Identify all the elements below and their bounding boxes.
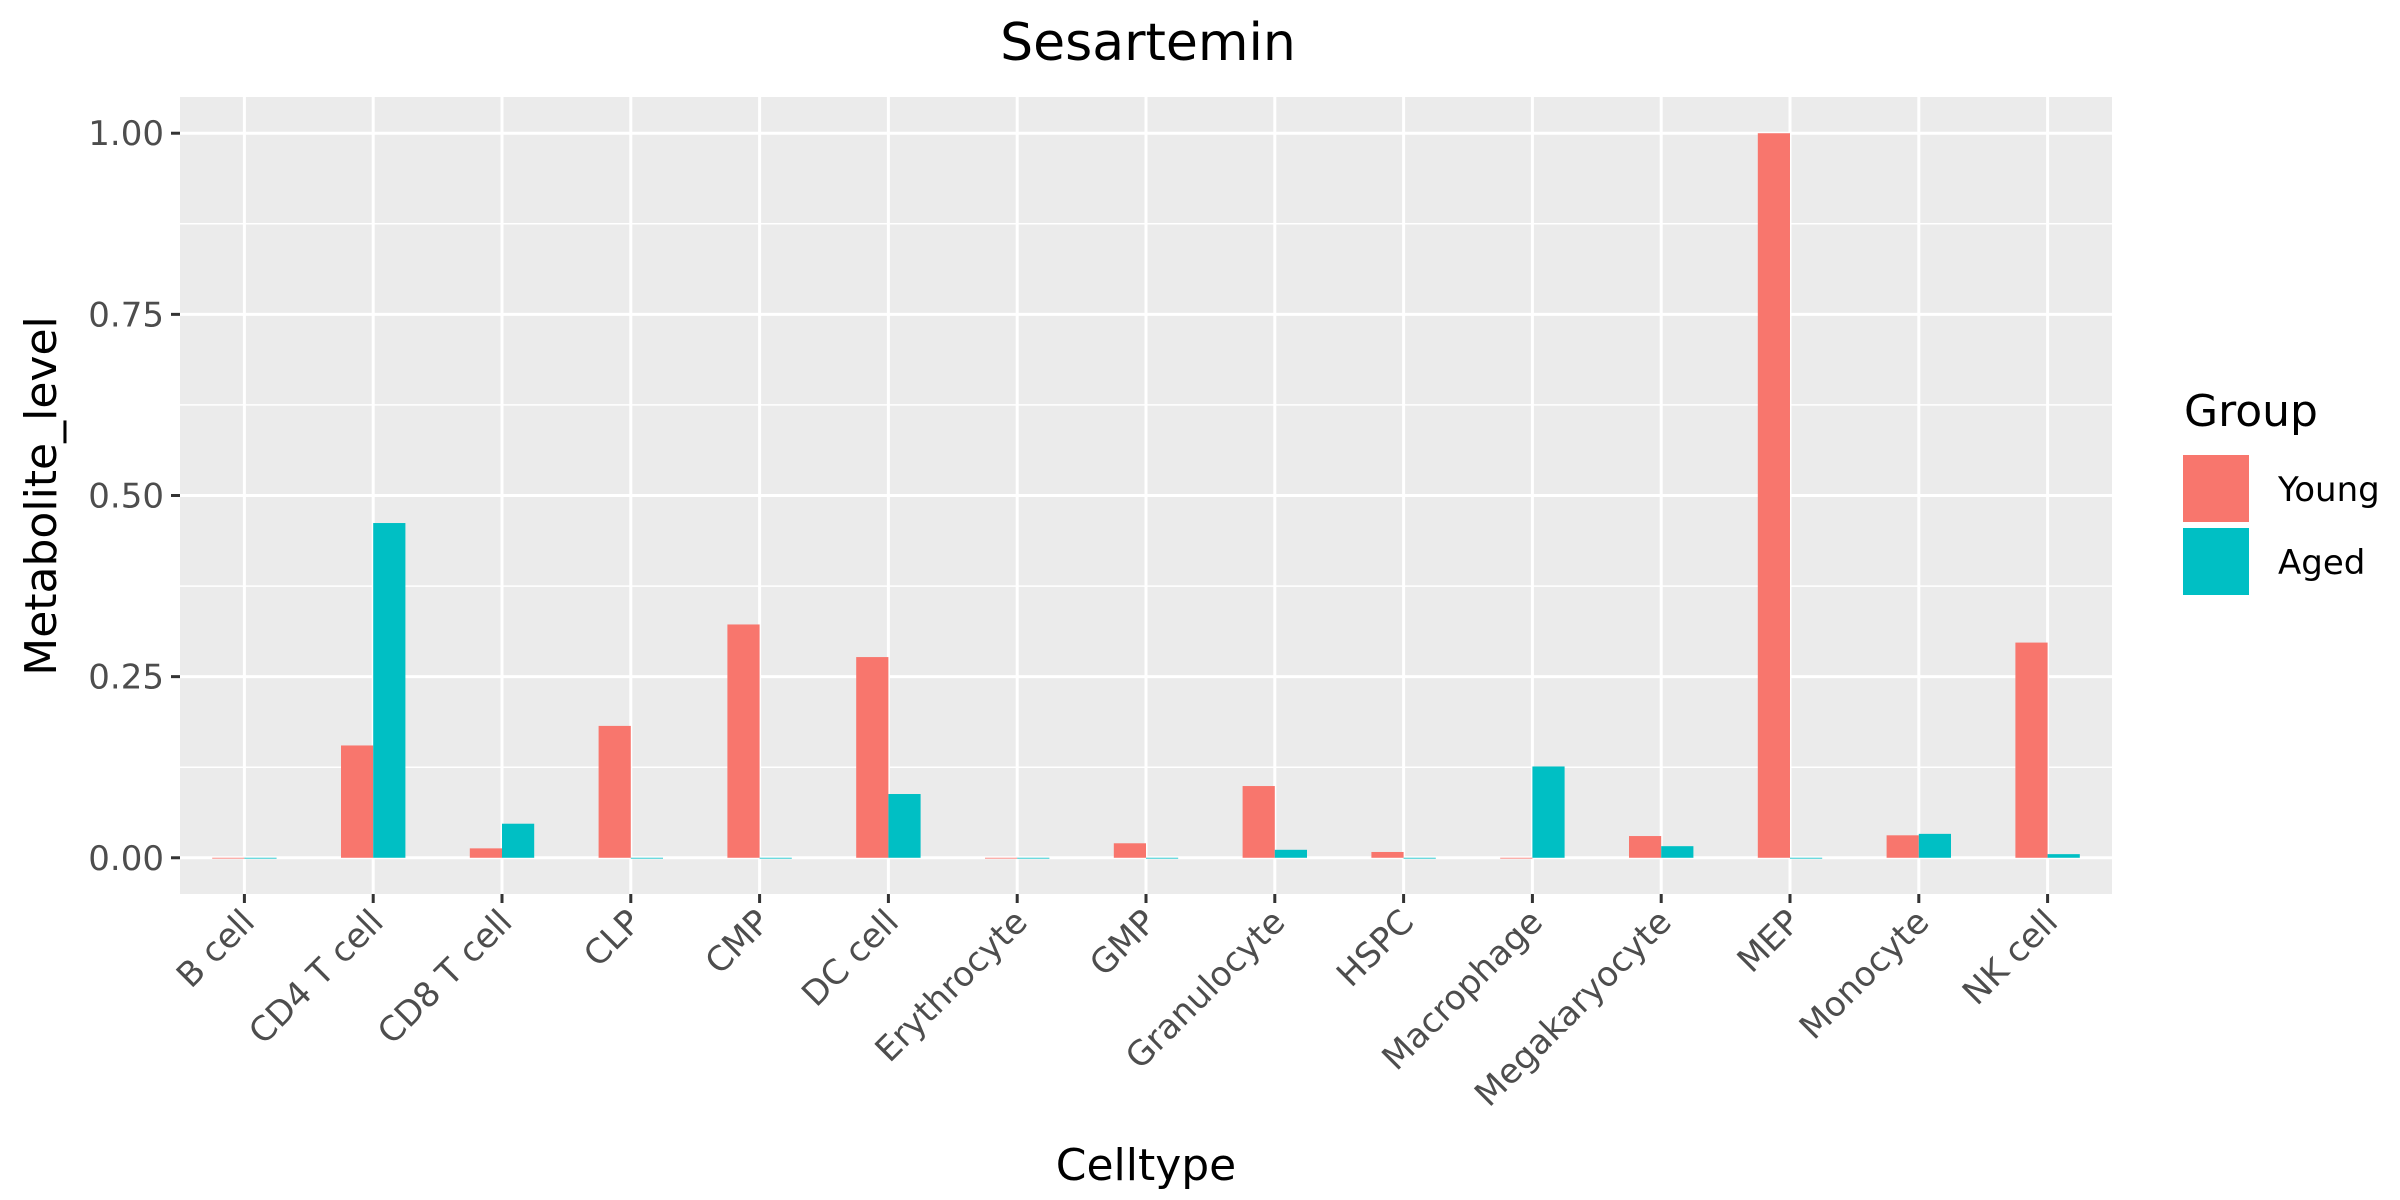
bar-young (1757, 133, 1790, 858)
y-tick-label: 1.00 (88, 114, 164, 154)
x-tick-label: HSPC (1329, 902, 1422, 995)
bar-young (727, 624, 760, 858)
x-tick-label: DC cell (794, 902, 907, 1015)
bar-young (1371, 851, 1404, 858)
bar-aged (759, 857, 792, 859)
legend-title: Group (2184, 386, 2318, 437)
x-tick-label: CD4 T cell (241, 902, 391, 1052)
x-tick-label: GMP (1082, 902, 1164, 984)
bar-young (1242, 786, 1275, 858)
bar-aged (2047, 854, 2080, 858)
legend: Group Young Aged (2183, 386, 2380, 595)
legend-key-young (2183, 455, 2249, 522)
bar-young (1886, 835, 1919, 858)
x-tick-label: CMP (698, 902, 778, 982)
bar-young (856, 657, 889, 858)
y-axis: 0.00 0.25 0.50 0.75 1.00 (88, 114, 180, 879)
bar-young (985, 857, 1018, 859)
bars (212, 133, 2080, 859)
bar-young (598, 725, 631, 858)
x-tick-label: B cell (169, 902, 263, 996)
bar-aged (1790, 857, 1823, 859)
bar-young (469, 848, 502, 858)
x-tick-label: CLP (576, 902, 649, 975)
bar-aged (502, 823, 535, 858)
x-tick-label: NK cell (1955, 902, 2066, 1013)
chart-title: Sesartemin (1000, 13, 1296, 73)
x-tick-label: Monocyte (1792, 902, 1937, 1047)
bar-aged (1274, 849, 1307, 858)
x-axis-title: Celltype (1056, 1140, 1237, 1191)
bar-aged (373, 523, 406, 858)
y-tick-label: 0.25 (88, 658, 164, 698)
bar-young (1629, 836, 1662, 858)
bar-aged (1918, 833, 1951, 858)
bar-young (212, 857, 245, 859)
y-tick-label: 0.75 (88, 295, 164, 335)
x-tick-label: CD8 T cell (370, 902, 520, 1052)
legend-key-aged (2183, 528, 2249, 595)
bar-young (1113, 843, 1146, 858)
bar-aged (888, 794, 921, 858)
y-tick-label: 0.50 (88, 477, 164, 517)
bar-aged (1661, 846, 1694, 858)
bar-aged (1403, 857, 1436, 859)
bar-aged (244, 857, 277, 859)
y-tick-label: 0.00 (88, 839, 164, 879)
bar-aged (1146, 857, 1179, 859)
legend-label: Young (2277, 470, 2380, 510)
y-axis-title: Metabolite_level (16, 316, 67, 676)
bar-young (1500, 857, 1533, 859)
bar-young (341, 745, 374, 858)
bar-aged (630, 857, 663, 859)
bar-aged (1017, 857, 1050, 859)
bar-aged (1532, 766, 1565, 858)
legend-label: Aged (2278, 543, 2365, 583)
bar-young (2015, 642, 2048, 858)
x-tick-label: MEP (1730, 902, 1809, 981)
